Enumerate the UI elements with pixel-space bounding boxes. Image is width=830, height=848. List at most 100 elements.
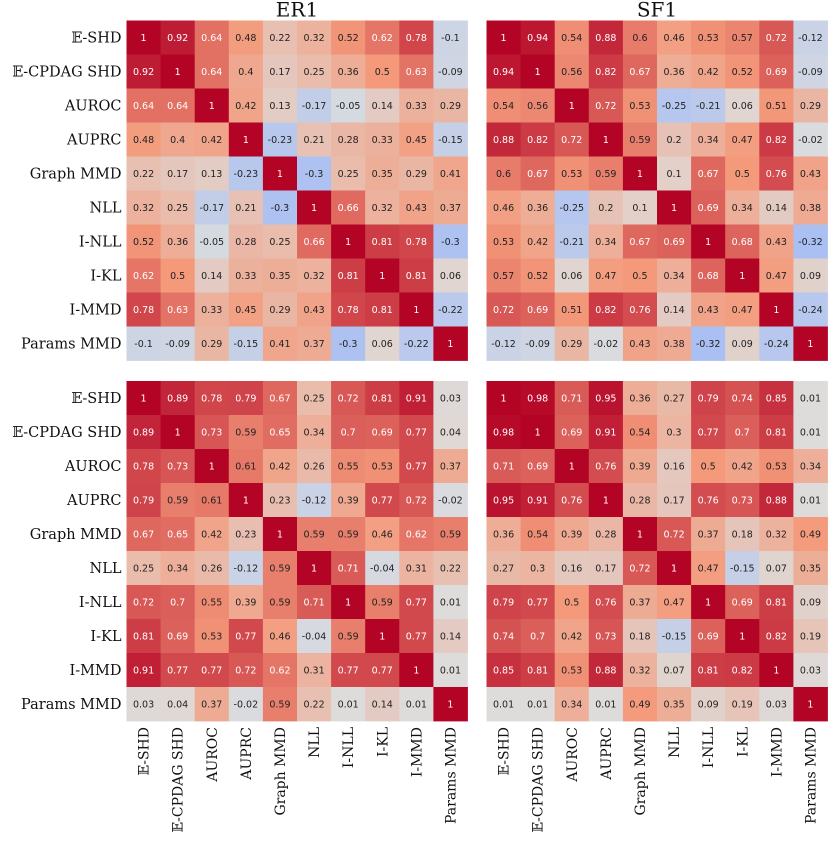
cell-value-label: 0.91 — [133, 666, 154, 677]
cell-value-label: 0.56 — [527, 101, 548, 112]
cell-value-label: 0.47 — [595, 271, 616, 282]
column-axis-label: 𝔼-CPDAG SHD — [171, 727, 187, 833]
heatmap-cell — [486, 224, 521, 259]
heatmap-cell — [399, 292, 434, 327]
cell-value-label: 0.67 — [629, 67, 650, 78]
heatmap-cell — [297, 653, 332, 688]
cell-value-label: 0.53 — [698, 33, 719, 44]
cell-value-label: 0.53 — [629, 101, 650, 112]
cell-value-label: -0.15 — [662, 632, 687, 643]
heatmap-cell — [228, 190, 264, 225]
cell-value-label: 1 — [175, 67, 181, 78]
cell-value-label: 0.01 — [493, 700, 514, 711]
heatmap-cell — [759, 258, 794, 293]
cell-value-label: 0.82 — [527, 135, 548, 146]
cell-value-label: 0.31 — [303, 666, 324, 677]
heatmap-cell — [433, 517, 468, 552]
cell-value-label: 0.69 — [372, 428, 393, 439]
cell-value-label: 0.01 — [800, 394, 821, 405]
cell-value-label: 0.42 — [201, 135, 222, 146]
cell-value-label: 1 — [705, 237, 711, 248]
cell-value-label: 1 — [141, 33, 147, 44]
cell-value-label: 0.19 — [800, 632, 821, 643]
cell-value-label: 0.46 — [493, 203, 514, 214]
heatmap-cell — [194, 619, 230, 654]
heatmap-cell — [554, 551, 590, 586]
cell-value-label: 1 — [501, 394, 507, 405]
heatmap-cell — [554, 619, 590, 654]
cell-value-label: 0.35 — [800, 564, 821, 575]
heatmap-cell — [691, 415, 726, 450]
heatmap-cell — [365, 54, 400, 89]
heatmap-cell — [759, 20, 794, 55]
cell-value-label: -0.25 — [559, 203, 584, 214]
heatmap-cell — [228, 619, 264, 654]
heatmap-cell — [725, 224, 760, 259]
heatmap-cell — [297, 483, 332, 518]
column-axis-label: I-KL — [375, 727, 391, 757]
cell-value-label: 0.78 — [406, 237, 427, 248]
heatmap-cell — [759, 517, 794, 552]
cell-value-label: 0.39 — [561, 530, 582, 541]
cell-value-label: 0.77 — [406, 632, 427, 643]
heatmap-cell — [126, 122, 161, 157]
column-axis-label: NLL — [307, 727, 323, 758]
cell-value-label: 0.82 — [766, 135, 787, 146]
cell-value-label: 0.64 — [167, 101, 188, 112]
heatmap-cell — [194, 54, 230, 89]
heatmap-cell — [554, 224, 590, 259]
heatmap-cell — [622, 20, 658, 55]
cell-value-label: 0.14 — [372, 101, 393, 112]
cell-value-label: 0.76 — [595, 598, 616, 609]
heatmap-cell — [657, 381, 692, 416]
heatmap-cell — [365, 551, 400, 586]
cell-value-label: 0.63 — [406, 67, 427, 78]
heatmap-cell — [691, 517, 726, 552]
cell-value-label: 0.98 — [493, 428, 514, 439]
row-axis-label: Params MMD — [21, 697, 121, 713]
column-axis-label: I-NLL — [701, 727, 717, 768]
cell-value-label: 0.39 — [235, 598, 256, 609]
cell-value-label: -0.12 — [491, 339, 516, 350]
heatmap-cell — [160, 381, 196, 416]
heatmap-cell — [759, 122, 794, 157]
cell-value-label: -0.3 — [441, 237, 460, 248]
cell-value-label: 0.29 — [406, 169, 427, 180]
cell-value-label: 0.62 — [372, 33, 393, 44]
cell-value-label: 0.36 — [663, 67, 684, 78]
cell-value-label: 0.73 — [201, 428, 222, 439]
heatmap-cell — [554, 483, 590, 518]
cell-value-label: 0.13 — [201, 169, 222, 180]
heatmap-cell — [331, 54, 366, 89]
heatmap-cell — [433, 483, 468, 518]
cell-value-label: 0.59 — [269, 700, 290, 711]
row-axis-label: AUPRC — [66, 133, 121, 149]
column-axis-label: AUPRC — [239, 727, 255, 781]
heatmap-cell — [228, 326, 264, 361]
cell-value-label: 0.3 — [666, 428, 681, 439]
cell-value-label: 0.81 — [527, 666, 548, 677]
heatmap-cell — [365, 687, 400, 722]
heatmap-cell — [297, 449, 332, 484]
cell-value-label: 0.72 — [406, 496, 427, 507]
heatmap-cell — [194, 88, 230, 123]
cell-value-label: 0.01 — [800, 496, 821, 507]
heatmap-cell — [433, 20, 468, 55]
cell-value-label: 1 — [379, 632, 385, 643]
cell-value-label: 0.25 — [269, 237, 290, 248]
heatmap-cell — [793, 415, 828, 450]
heatmap-cell — [160, 653, 196, 688]
cell-value-label: 0.03 — [766, 700, 787, 711]
cell-value-label: 0.59 — [372, 598, 393, 609]
cell-value-label: 0.33 — [406, 101, 427, 112]
heatmap-cell — [399, 54, 434, 89]
row-axis-label: NLL — [90, 201, 122, 217]
column-axis-label: AUROC — [565, 727, 581, 783]
heatmap-cell — [160, 415, 196, 450]
cell-value-label: 0.23 — [235, 530, 256, 541]
heatmap-cell — [228, 415, 264, 450]
cell-value-label: 0.42 — [269, 462, 290, 473]
heatmap-cell — [588, 551, 624, 586]
cell-value-label: 0.01 — [338, 700, 359, 711]
heatmap-cell — [126, 415, 161, 450]
